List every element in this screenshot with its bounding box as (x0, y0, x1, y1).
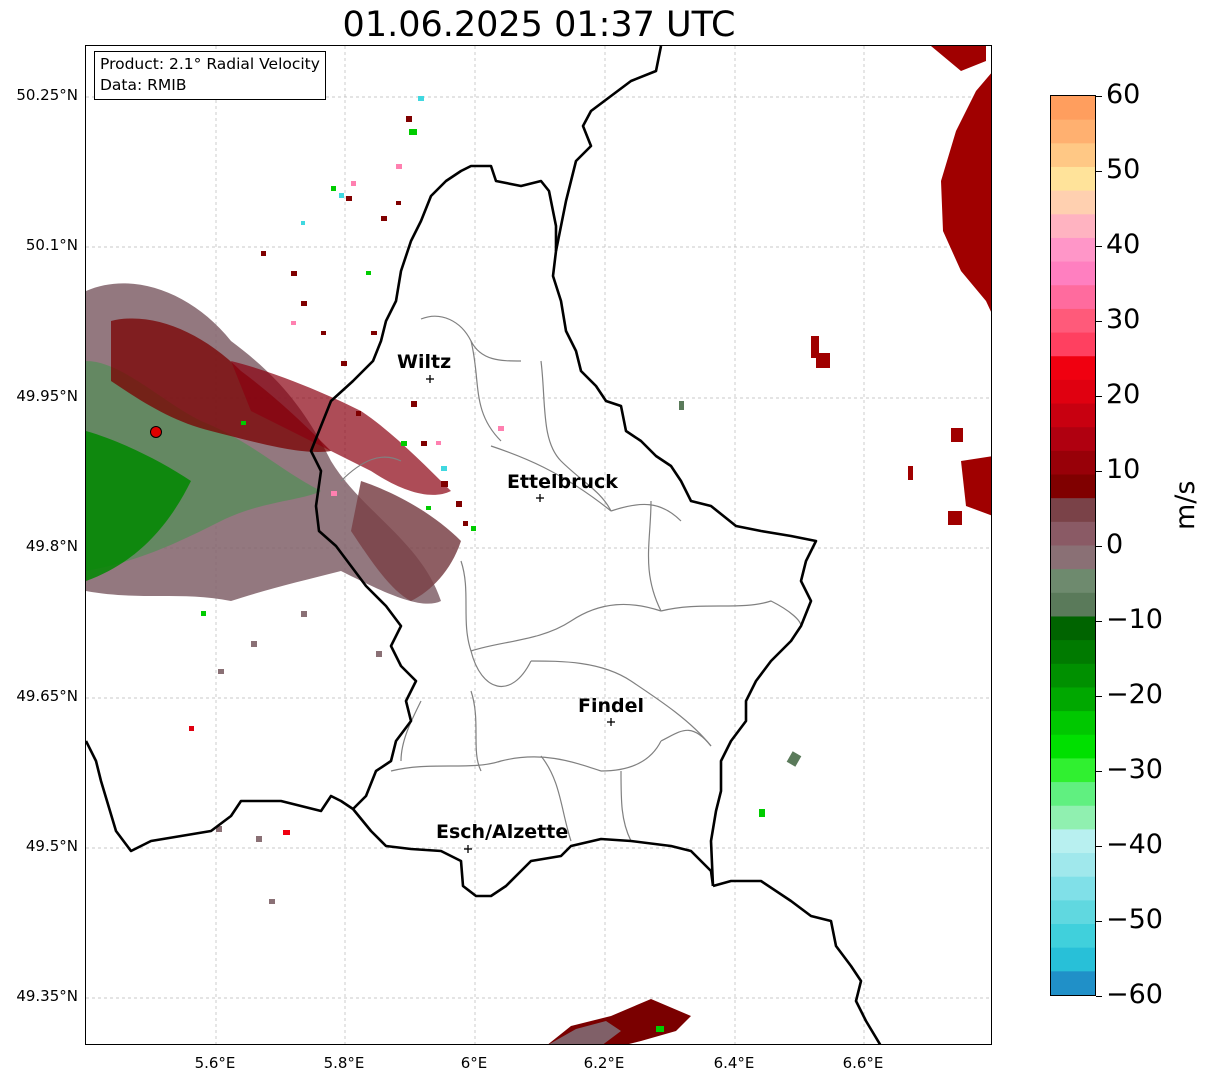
lon-label: 6°E (460, 1054, 488, 1072)
radar-echoes (86, 46, 991, 1044)
colorbar-swatch (1051, 190, 1095, 215)
colorbar-swatch (1051, 687, 1095, 712)
colorbar-gradient (1051, 96, 1095, 995)
colorbar-swatch (1051, 261, 1095, 286)
colorbar-swatch (1051, 947, 1095, 972)
colorbar-tick (1096, 246, 1102, 247)
colorbar-swatch (1051, 592, 1095, 618)
colorbar-swatch (1051, 924, 1095, 949)
lon-label: 5.8°E (323, 1054, 365, 1072)
city-label-findel: Findel (578, 695, 645, 717)
lon-label: 6.2°E (583, 1054, 625, 1072)
colorbar-swatch (1051, 143, 1095, 168)
colorbar-tick (1096, 546, 1102, 547)
colorbar-tick-label: −20 (1106, 679, 1163, 710)
colorbar-swatch (1051, 734, 1095, 760)
colorbar-swatch (1051, 569, 1095, 594)
colorbar-tick-label: 60 (1106, 79, 1141, 110)
colorbar-unit-label: m/s (1170, 480, 1201, 530)
colorbar-swatch (1051, 285, 1095, 310)
colorbar-swatch (1051, 166, 1095, 192)
colorbar-swatch (1051, 829, 1095, 854)
national-borders (86, 46, 882, 1044)
lat-label: 49.5°N (25, 837, 78, 855)
colorbar-swatch (1051, 876, 1095, 901)
colorbar-swatch (1051, 545, 1095, 570)
colorbar-swatch (1051, 805, 1095, 830)
lon-label: 5.6°E (194, 1054, 236, 1072)
colorbar-swatch (1051, 971, 1095, 995)
data-source-label: Data: RMIB (100, 76, 187, 94)
colorbar-tick (1096, 846, 1102, 847)
colorbar (1050, 95, 1096, 996)
colorbar-tick (1096, 696, 1102, 697)
colorbar-swatch (1051, 119, 1095, 144)
colorbar-tick-label: 30 (1106, 304, 1141, 335)
colorbar-tick-label: 10 (1106, 454, 1141, 485)
colorbar-swatch (1051, 450, 1095, 476)
colorbar-swatch (1051, 640, 1095, 665)
radar-site-marker (150, 426, 162, 438)
page-title: 01.06.2025 01:37 UTC (342, 5, 736, 45)
colorbar-tick-label: −60 (1106, 979, 1163, 1010)
colorbar-swatch (1051, 427, 1095, 452)
colorbar-swatch (1051, 782, 1095, 807)
colorbar-swatch (1051, 237, 1095, 263)
city-markers (426, 375, 615, 853)
colorbar-swatch (1051, 96, 1095, 121)
colorbar-swatch (1051, 900, 1095, 925)
colorbar-swatch (1051, 498, 1095, 523)
colorbar-tick (1096, 771, 1102, 772)
colorbar-tick (1096, 171, 1102, 172)
city-label-esch-alzette: Esch/Alzette (436, 821, 569, 843)
colorbar-swatch (1051, 379, 1095, 405)
colorbar-swatch (1051, 853, 1095, 878)
city-label-ettelbruck: Ettelbruck (507, 471, 618, 493)
radar-map[interactable]: Wiltz Ettelbruck Findel Esch/Alzette (85, 45, 992, 1045)
colorbar-swatch (1051, 616, 1095, 641)
lat-label: 50.1°N (25, 236, 78, 254)
canton-boundaries (340, 315, 802, 842)
colorbar-tick (1096, 321, 1102, 322)
colorbar-swatch (1051, 308, 1095, 334)
lon-label: 6.4°E (713, 1054, 755, 1072)
map-canvas (86, 46, 991, 1044)
colorbar-tick-label: −40 (1106, 829, 1163, 860)
colorbar-swatch (1051, 758, 1095, 783)
colorbar-tick (1096, 96, 1102, 97)
colorbar-tick (1096, 621, 1102, 622)
colorbar-tick-label: 0 (1106, 529, 1124, 560)
colorbar-tick-label: −50 (1106, 904, 1163, 935)
colorbar-swatch (1051, 521, 1095, 547)
colorbar-swatch (1051, 356, 1095, 381)
lat-label: 50.25°N (16, 86, 78, 104)
colorbar-swatch (1051, 474, 1095, 499)
colorbar-tick-label: 50 (1106, 154, 1141, 185)
colorbar-tick-label: −10 (1106, 604, 1163, 635)
lat-label: 49.8°N (25, 537, 78, 555)
lat-label: 49.35°N (16, 987, 78, 1005)
colorbar-tick (1096, 921, 1102, 922)
lat-label: 49.95°N (16, 387, 78, 405)
product-info-box: Product: 2.1° Radial Velocity Data: RMIB (94, 51, 326, 100)
colorbar-swatch (1051, 332, 1095, 357)
city-label-wiltz: Wiltz (397, 351, 452, 373)
colorbar-swatch (1051, 214, 1095, 239)
product-label: Product: 2.1° Radial Velocity (100, 55, 320, 73)
colorbar-tick-label: −30 (1106, 754, 1163, 785)
lat-label: 49.65°N (16, 687, 78, 705)
colorbar-tick-label: 20 (1106, 379, 1141, 410)
colorbar-swatch (1051, 711, 1095, 736)
colorbar-tick (1096, 996, 1102, 997)
colorbar-tick-label: 40 (1106, 229, 1141, 260)
colorbar-swatch (1051, 403, 1095, 428)
colorbar-tick (1096, 396, 1102, 397)
colorbar-tick (1096, 471, 1102, 472)
lon-label: 6.6°E (842, 1054, 884, 1072)
colorbar-swatch (1051, 663, 1095, 689)
